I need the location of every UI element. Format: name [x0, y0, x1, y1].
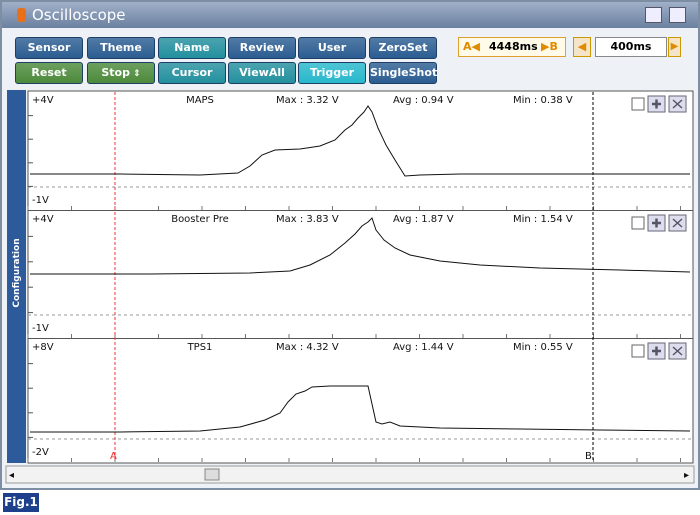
scroll-right-arrow[interactable]: ▸ [684, 470, 689, 481]
cursor-b-label: B [549, 40, 558, 53]
scope-display: +4V -1V MAPS Max : 3.32 V Avg : 0.94 V Min : … [5, 90, 695, 484]
min-reading: Min : 0.38 V [513, 95, 573, 106]
waveform-maps [30, 105, 690, 177]
scale-bottom: -1V [32, 195, 49, 206]
channel-checkbox[interactable] [631, 344, 645, 358]
scale-top: +4V [32, 95, 54, 106]
toolbar-button[interactable]: Sensor [15, 37, 83, 59]
avg-reading: Avg : 0.94 V [393, 95, 454, 106]
scale-bottom: -2V [32, 447, 49, 458]
close-icon [672, 99, 683, 109]
toolbar-button[interactable]: Review [228, 37, 296, 59]
waveforms [30, 105, 691, 433]
waveform-booster-pre [30, 217, 691, 275]
max-reading: Max : 3.83 V [276, 214, 339, 225]
time-prev-button[interactable]: ◀ [573, 37, 591, 57]
cursor-time-box: A◀ 4448ms ▶B [458, 37, 566, 57]
scale-bottom: -1V [32, 323, 49, 334]
channel-name: Booster Pre [171, 214, 229, 225]
cursor-a-marker: A◀ [463, 40, 480, 53]
channel-name: TPS1 [187, 342, 213, 353]
cursor-a-tag: A [110, 451, 117, 462]
toolbar-button[interactable]: ZeroSet [369, 37, 437, 59]
min-reading: Min : 1.54 V [513, 214, 573, 225]
figure-label: Fig.1 [3, 493, 39, 512]
toolbar-button[interactable]: Reset [15, 62, 83, 84]
menu-button[interactable] [669, 7, 686, 23]
add-icon [652, 218, 661, 228]
toolbar-button[interactable]: SingleShot [369, 62, 437, 84]
side-tab[interactable]: Configuration [7, 90, 26, 463]
avg-reading: Avg : 1.87 V [393, 214, 454, 225]
toolbar-button[interactable]: Trigger [298, 62, 366, 84]
cursor-b-marker: ▶B [541, 40, 558, 53]
time-next-button[interactable]: ▶ [668, 37, 681, 57]
max-reading: Max : 4.32 V [276, 342, 339, 353]
button-label: ViewAll [239, 66, 285, 79]
min-reading: Min : 0.55 V [513, 342, 573, 353]
close-icon [672, 346, 683, 356]
button-label: Cursor [171, 66, 213, 79]
window-title: Oscilloscope [32, 6, 126, 24]
close-icon [672, 218, 683, 228]
button-label: Sensor [27, 41, 71, 54]
avg-reading: Avg : 1.44 V [393, 342, 454, 353]
toolbar-button[interactable]: Cursor [158, 62, 226, 84]
toolbar-button[interactable]: ViewAll [228, 62, 296, 84]
add-icon [652, 346, 661, 356]
cursor-b-tag: B [585, 451, 592, 462]
button-label: ZeroSet [378, 41, 428, 54]
cursor-time: 4448ms [489, 40, 538, 53]
toolbar-button[interactable]: Theme [87, 37, 155, 59]
button-label: Trigger [309, 66, 355, 79]
button-label: Name [174, 41, 210, 54]
scale-top: +8V [32, 342, 54, 353]
max-reading: Max : 3.32 V [276, 95, 339, 106]
button-label: Review [239, 41, 285, 54]
channel-checkbox[interactable] [631, 97, 645, 111]
button-label: Stop [101, 66, 130, 79]
app-icon [17, 8, 26, 22]
title-bar: Oscilloscope [2, 2, 698, 28]
time-div-box: 400ms [595, 37, 667, 57]
scroll-thumb[interactable] [204, 468, 220, 481]
scrollbar[interactable] [5, 465, 695, 484]
add-icon [652, 99, 661, 109]
toolbar-button[interactable]: Name [158, 37, 226, 59]
dropdown-icon: ⇕ [129, 69, 141, 79]
cursor-a-label: A [463, 40, 472, 53]
channel-checkbox[interactable] [631, 216, 645, 230]
button-label: Reset [31, 66, 67, 79]
scroll-left-arrow[interactable]: ◂ [9, 470, 14, 481]
restore-button[interactable] [645, 7, 662, 23]
button-label: Theme [100, 41, 142, 54]
button-label: SingleShot [370, 66, 438, 79]
channel-name: MAPS [186, 95, 214, 106]
scale-top: +4V [32, 214, 54, 225]
waveform-tps1 [30, 385, 691, 433]
toolbar-button[interactable]: Stop ⇕ [87, 62, 155, 84]
plot-frame [27, 90, 694, 464]
